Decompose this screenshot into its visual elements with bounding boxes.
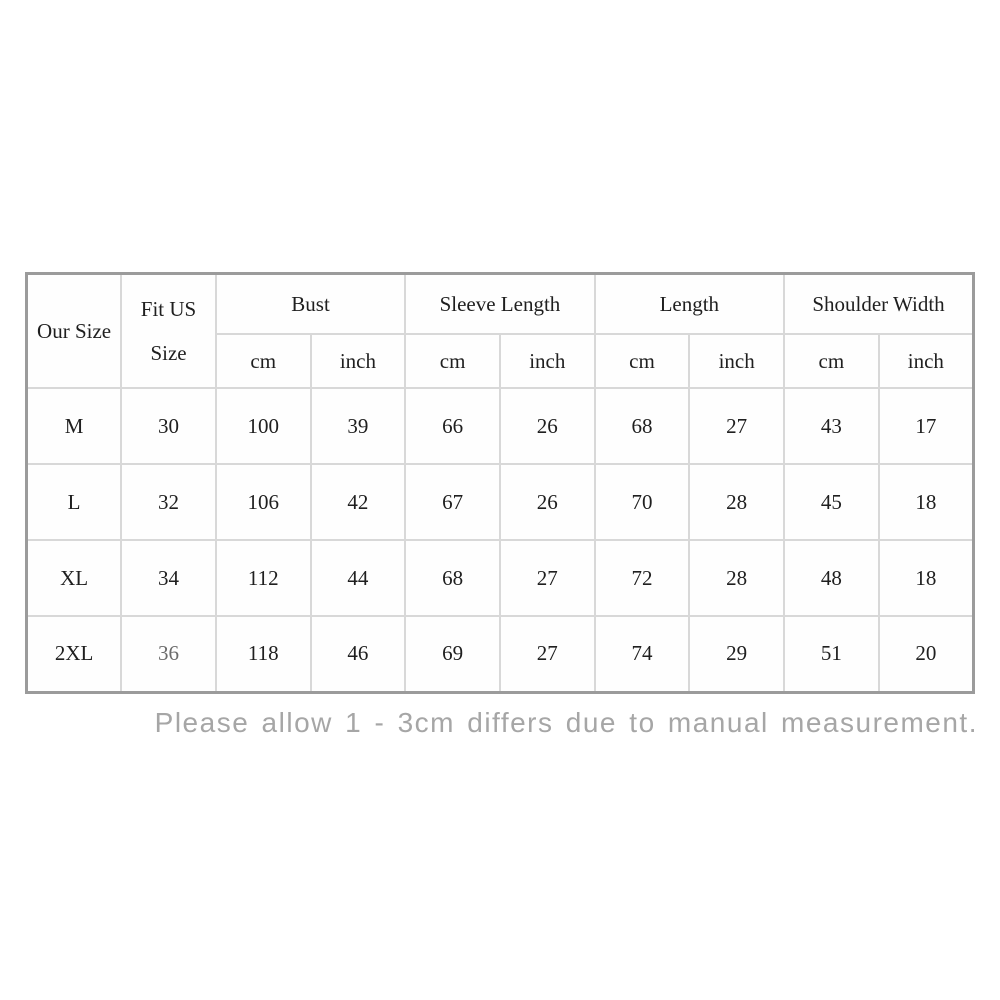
measurement-note: Please allow 1 - 3cm differs due to manu… [154,707,978,738]
cell-length-cm: 70 [593,463,691,541]
unit-header-bust-inch: inch [309,333,407,389]
cell-fit-us-size: 32 [120,463,217,541]
unit-header-shoulder-inch: inch [877,333,975,389]
cell-length-inch: 28 [688,463,785,541]
cell-bust-cm: 106 [214,463,312,541]
cell-bust-cm: 100 [214,387,312,465]
unit-header-bust-cm: cm [214,333,312,389]
cell-length-cm: 68 [593,387,691,465]
row-header-size: L [25,463,123,541]
column-group-length: Length [593,272,786,335]
row-header-size: M [25,387,123,465]
size-chart-table: Our Size Fit US Size Bust Sleeve Length … [25,272,975,694]
header-unit-row: cm inch cm inch cm inch cm inch [27,333,975,389]
cell-shoulder-cm: 43 [783,387,880,465]
cell-sleeve-cm: 67 [404,463,501,541]
cell-shoulder-cm: 48 [783,539,880,617]
cell-sleeve-inch: 26 [498,387,596,465]
unit-header-length-cm: cm [593,333,691,389]
cell-bust-inch: 42 [309,463,407,541]
unit-header-length-inch: inch [688,333,785,389]
cell-sleeve-cm: 66 [404,387,501,465]
table-row-2xl: 2XL 36 118 46 69 27 74 29 51 20 [25,615,975,693]
cell-length-inch: 27 [688,387,785,465]
cell-fit-us-size: 30 [120,387,217,465]
cell-sleeve-inch: 26 [498,463,596,541]
cell-shoulder-cm: 45 [783,463,880,541]
cell-shoulder-inch: 17 [877,387,975,465]
table-row-xl: XL 34 112 44 68 27 72 28 48 18 [25,539,975,617]
cell-shoulder-inch: 18 [877,539,975,617]
cell-sleeve-cm: 68 [404,539,501,617]
cell-length-cm: 72 [593,539,691,617]
column-group-bust: Bust [214,272,407,335]
cell-sleeve-inch: 27 [498,615,596,693]
cell-length-inch: 28 [688,539,785,617]
cell-length-inch: 29 [688,615,785,693]
cell-bust-cm: 112 [214,539,312,617]
table-row-l: L 32 106 42 67 26 70 28 45 18 [25,463,975,541]
header-group-row: Our Size Fit US Size Bust Sleeve Length … [25,272,975,389]
cell-shoulder-cm: 51 [783,615,880,693]
cell-shoulder-inch: 20 [877,615,975,693]
column-group-shoulder-width: Shoulder Width [783,272,975,335]
row-header-size: XL [25,539,123,617]
cell-fit-us-size: 36 [120,615,217,693]
column-header-fit-us-size: Fit US Size [120,272,217,389]
cell-shoulder-inch: 18 [877,463,975,541]
row-header-size: 2XL [25,615,123,693]
column-group-sleeve-length: Sleeve Length [404,272,596,335]
cell-bust-inch: 39 [309,387,407,465]
unit-header-sleeve-cm: cm [404,333,501,389]
unit-header-sleeve-inch: inch [498,333,596,389]
column-header-our-size: Our Size [25,272,123,389]
unit-header-shoulder-cm: cm [783,333,880,389]
table-row-m: M 30 100 39 66 26 68 27 43 17 [25,387,975,465]
cell-bust-inch: 44 [309,539,407,617]
cell-bust-inch: 46 [309,615,407,693]
cell-length-cm: 74 [593,615,691,693]
cell-bust-cm: 118 [214,615,312,693]
cell-fit-us-size: 34 [120,539,217,617]
cell-sleeve-inch: 27 [498,539,596,617]
cell-sleeve-cm: 69 [404,615,501,693]
